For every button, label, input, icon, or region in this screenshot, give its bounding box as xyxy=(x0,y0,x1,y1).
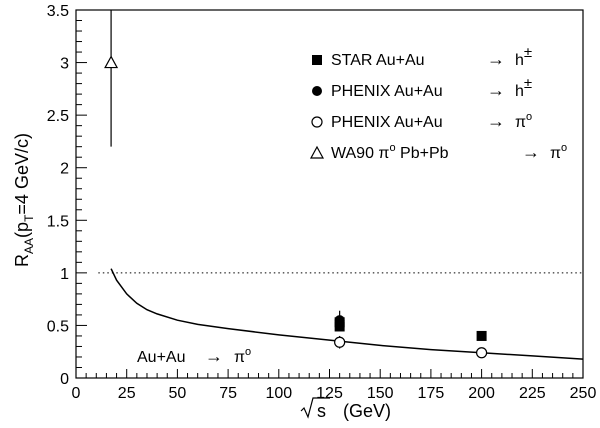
legend-arrow: → xyxy=(487,49,505,69)
curve-line xyxy=(110,268,584,360)
legend-product: h± xyxy=(515,44,532,69)
x-tick-label: 200 xyxy=(468,385,495,402)
y-tick-label: 0.5 xyxy=(47,318,69,335)
y-tick-label: 2.5 xyxy=(47,108,69,125)
legend-label: PHENIX Au+Au xyxy=(331,83,443,100)
x-axis: 0 25 50 75 100 125 150 175 200 225 250 xyxy=(72,369,597,402)
model-curve xyxy=(110,268,584,360)
legend-arrow: → xyxy=(487,111,505,131)
x-tick-label: 150 xyxy=(367,385,394,402)
annotation-arrow: → xyxy=(205,346,223,366)
x-axis-title-unit: (GeV) xyxy=(343,401,391,421)
legend-marker-filled-circle xyxy=(312,86,322,96)
legend-product: πo xyxy=(550,142,567,162)
y-tick-label: 0 xyxy=(60,371,69,388)
data-point-filled-square xyxy=(476,330,487,341)
x-tick-label: 175 xyxy=(418,385,445,402)
x-tick-label: 25 xyxy=(118,385,136,402)
plot-frame xyxy=(75,9,584,379)
legend-product: h± xyxy=(515,75,532,100)
legend-product: πo xyxy=(515,111,532,131)
y-axis: 0 0.5 1 1.5 2 2.5 3 3.5 xyxy=(47,3,87,388)
data-point-filled-circle xyxy=(334,315,345,326)
legend-marker-filled-square xyxy=(312,55,322,65)
plot-area xyxy=(75,9,584,379)
data-point-open-circle xyxy=(476,347,488,359)
legend-label: PHENIX Au+Au xyxy=(331,114,443,131)
annotation-product: πo xyxy=(234,346,251,366)
y-tick-label: 3 xyxy=(60,56,69,73)
data-points xyxy=(104,10,488,359)
legend-label: WA90 πo Pb+Pb xyxy=(331,142,449,162)
x-tick-label: 0 xyxy=(72,385,81,402)
legend-label: STAR Au+Au xyxy=(331,52,425,69)
legend: STAR Au+Au → h± PHENIX Au+Au → h± PHENIX Au+Au… xyxy=(309,44,567,162)
y-tick-label: 2 xyxy=(60,161,69,178)
y-axis-title: RAA(pT=4 GeV/c) xyxy=(12,133,36,267)
annotation: Au+Au → πo xyxy=(137,346,251,366)
x-tick-label: 100 xyxy=(265,385,292,402)
y-tick-label: 3.5 xyxy=(47,3,69,20)
sqrt-sign xyxy=(300,397,330,419)
x-tick-label: 250 xyxy=(570,385,597,402)
x-tick-label: 225 xyxy=(519,385,546,402)
legend-arrow: → xyxy=(522,142,540,162)
x-tick-label: 75 xyxy=(219,385,237,402)
y-tick-label: 1 xyxy=(60,266,69,283)
x-axis-title-s: s xyxy=(317,401,326,421)
legend-marker-open-circle xyxy=(311,116,323,128)
legend-arrow: → xyxy=(487,80,505,100)
x-axis-title: s (GeV) xyxy=(300,397,391,421)
data-point-open-triangle xyxy=(104,55,119,69)
x-tick-label: 50 xyxy=(169,385,187,402)
legend-marker-open-triangle xyxy=(309,145,325,159)
x-tick-label: 125 xyxy=(316,385,343,402)
annotation-text: Au+Au xyxy=(137,349,185,366)
data-point-open-circle xyxy=(334,336,346,348)
y-tick-label: 1.5 xyxy=(47,213,69,230)
